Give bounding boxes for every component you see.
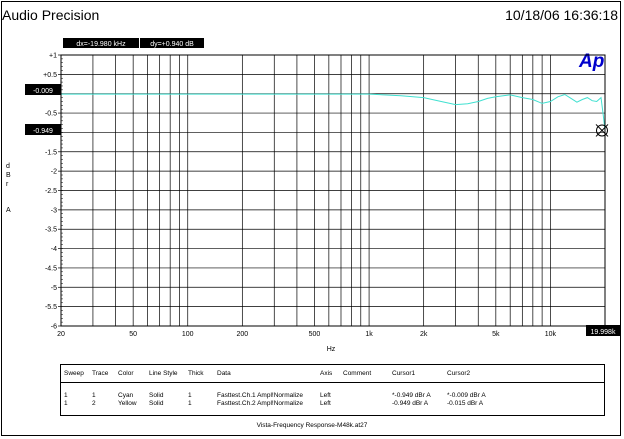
x-tick-label: 500 [309, 331, 321, 338]
legend-cell: Left [320, 400, 331, 407]
y-tick-label: -4 [51, 246, 57, 253]
x-tick-label: 10k [545, 331, 557, 338]
cursor-cross-b [595, 124, 609, 137]
legend-header-row: Sweep Trace Color Line Style Thick Data Axis Co… [61, 365, 604, 383]
legend-cell: -0.015 dBr A [447, 400, 484, 407]
legend-header-cell: Thick [188, 370, 204, 377]
timestamp: 10/18/06 16:36:18 [505, 7, 618, 23]
data-series [61, 93, 606, 131]
legend-cell: 1 [188, 400, 192, 407]
cursor-x-box [586, 325, 620, 336]
legend-cell: Solid [149, 392, 164, 399]
y-tick-label: -5 [51, 285, 57, 292]
app-title: Audio Precision [2, 7, 100, 23]
y-tick-label: +1 [49, 53, 57, 60]
y-tick-label: -1.5 [45, 149, 57, 156]
legend-header-cell: Sweep [64, 370, 84, 377]
cursor-circle[interactable] [595, 124, 608, 137]
y-tick-label: -2.5 [45, 188, 57, 195]
legend-cell: Yellow [118, 400, 137, 407]
trace-legend-table: Sweep Trace Color Line Style Thick Data Axis Co… [60, 364, 605, 416]
dy-readout-box [140, 38, 204, 48]
x-tick-label: 5k [492, 331, 500, 338]
cursor2-y-box [25, 124, 61, 135]
y-tick-label: -0.5 [45, 111, 57, 118]
cursor1-y-readout: -0.009 [33, 88, 53, 95]
legend-header-cell: Data [217, 370, 231, 377]
cursor-x-readout: 19.998k [591, 329, 616, 336]
legend-cell: 1 [188, 392, 192, 399]
legend-header-cell: Comment [343, 370, 372, 377]
footer-filename: Vista-Frequency Response-M48k.at27 [256, 422, 368, 429]
y-axis-label-b: B [6, 172, 11, 179]
y-tick-label: -3.5 [45, 227, 57, 234]
cursor1-y-box [25, 84, 61, 95]
x-tick-label: 20 [57, 331, 65, 338]
dx-readout: dx=-19.980 kHz [76, 41, 126, 48]
plot-area[interactable] [60, 54, 606, 327]
y-tick-label: +0.5 [43, 72, 57, 79]
legend-cell: 2 [92, 400, 96, 407]
legend-header-cell: Trace [92, 370, 109, 377]
x-tick-label: 200 [236, 331, 248, 338]
y-axis-label-a: A [6, 207, 11, 214]
y-tick-label: -2 [51, 169, 57, 176]
x-axis-label: Hz [327, 346, 336, 353]
legend-cell: Left [320, 392, 331, 399]
dx-readout-box [63, 38, 139, 48]
dy-readout: dy=+0.940 dB [150, 41, 194, 48]
x-tick-label: 50 [129, 331, 137, 338]
y-axis-label-r: r [6, 181, 9, 188]
y-tick-label: -4.5 [45, 265, 57, 272]
x-tick-label: 2k [420, 331, 428, 338]
legend-cell: *-0.009 dBr A [447, 392, 486, 399]
y-axis-label-d: d [6, 163, 10, 170]
legend-header-cell: Cursor2 [447, 370, 471, 377]
legend-header-cell: Line Style [149, 370, 178, 377]
x-tick-label: 1k [365, 331, 373, 338]
y-tick-label: -5.5 [45, 304, 57, 311]
legend-cell: 1 [64, 400, 68, 407]
legend-header-cell: Cursor1 [392, 370, 416, 377]
legend-cell: 1 [64, 392, 68, 399]
legend-cell: Fasttest.Ch.1 Ampl!Normalize [217, 392, 303, 399]
legend-header-cell: Color [118, 370, 134, 377]
ap-logo: Ap [578, 51, 604, 72]
cursor-marker[interactable] [595, 124, 609, 137]
legend-cell: *-0.949 dBr A [392, 392, 431, 399]
series-line-1 [61, 93, 606, 131]
plot-grid [58, 54, 605, 327]
legend-cell: Fasttest.Ch.2 Ampl!Normalize [217, 400, 303, 407]
y-tick-label: -3 [51, 207, 57, 214]
tick-labels: +1 +0.5 -0.5 -1.5 -2 -2.5 -3 -3.5 -4 -4.5 -5 -5.5 -6… [43, 53, 556, 339]
legend-cell: -0.949 dBr A [392, 400, 429, 407]
legend-cell: 1 [92, 392, 96, 399]
legend-cell: Cyan [118, 392, 134, 399]
x-tick-label: 100 [182, 331, 194, 338]
legend-cell: Solid [149, 400, 164, 407]
cursor2-y-readout: -0.949 [33, 128, 53, 135]
y-tick-label: -6 [51, 324, 57, 331]
legend-header-cell: Axis [320, 370, 333, 377]
